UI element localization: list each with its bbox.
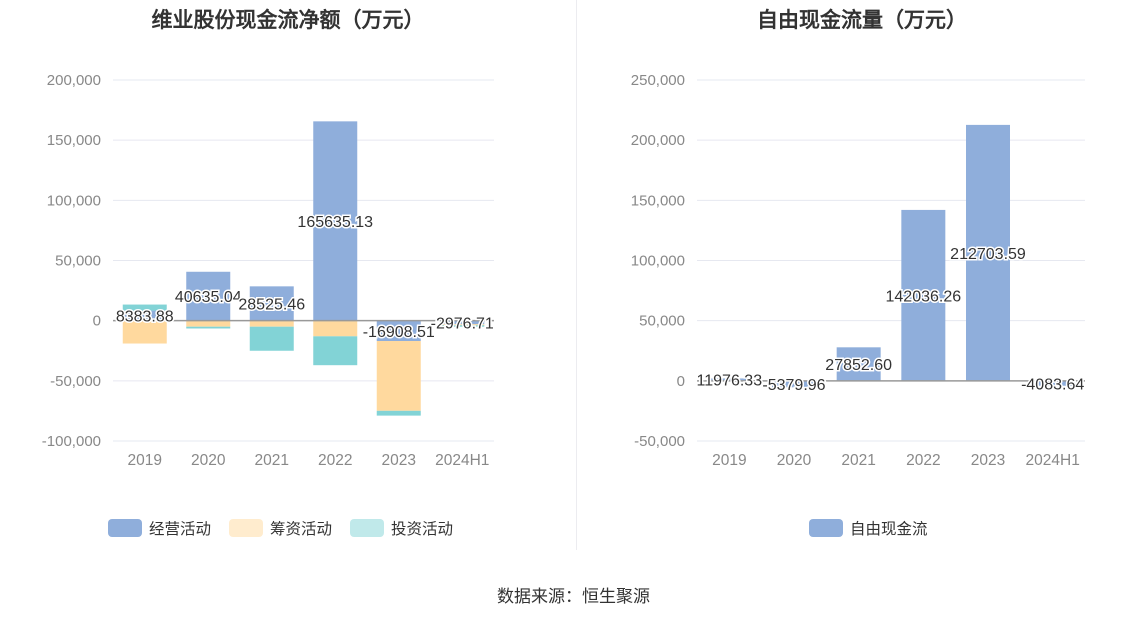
x-tick-label: 2023 <box>971 452 1005 469</box>
legend-label: 经营活动 <box>149 520 211 538</box>
y-tick-label: 150,000 <box>47 132 101 149</box>
x-tick-label: 2024H1 <box>435 452 489 469</box>
bar-筹资活动-2021 <box>249 320 294 327</box>
x-tick-label: 2022 <box>906 452 940 469</box>
bar-自由现金流-2021 <box>836 347 881 381</box>
y-tick-label: 50,000 <box>639 313 685 330</box>
y-tick-label: 200,000 <box>47 72 101 89</box>
x-tick-label: 2020 <box>191 452 226 469</box>
bar-经营活动-2020 <box>186 271 231 321</box>
y-tick-label: 100,000 <box>47 192 101 209</box>
data-label: 40635.04 <box>175 289 242 306</box>
bar-自由现金流-2020 <box>772 380 816 388</box>
legend-swatch <box>809 519 843 537</box>
bar-筹资活动-2022 <box>313 320 358 337</box>
cash-flow-panel: 维业股份现金流净额（万元） -100,000 -50,000 0 50,000 100,… <box>0 0 576 560</box>
y-tick-label: 100,000 <box>631 253 685 270</box>
bar-经营活动-2019 <box>122 310 167 321</box>
x-tick-label: 2021 <box>841 452 875 469</box>
bar-投资活动-2022 <box>313 336 358 366</box>
data-label: 11976.33 <box>697 373 763 390</box>
bar-自由现金流-2023 <box>966 124 1010 381</box>
data-source-note: 数据来源：恒生聚源 <box>497 587 650 606</box>
y-tick-label: -50,000 <box>634 433 685 450</box>
legend-swatch <box>108 519 142 537</box>
bar-投资活动-2023 <box>376 410 421 416</box>
x-tick-label: 2021 <box>255 452 289 469</box>
data-label: 28525.46 <box>238 297 305 314</box>
x-tick-label: 2023 <box>382 452 416 469</box>
bar-经营活动-2023 <box>376 320 421 342</box>
bar-自由现金流-2024H1 <box>1030 380 1075 386</box>
y-tick-label: 0 <box>677 373 685 390</box>
bar-筹资活动-2019 <box>122 320 167 344</box>
data-label: 165635.13 <box>297 214 373 231</box>
data-label: 8383.88 <box>116 309 174 326</box>
y-tick-label: 0 <box>93 313 101 330</box>
bar-经营活动-2021 <box>249 286 294 321</box>
x-tick-label: 2020 <box>777 452 812 469</box>
y-tick-label: 150,000 <box>631 192 685 209</box>
x-tick-label: 2024H1 <box>1026 452 1080 469</box>
bar-经营活动-2022 <box>313 121 358 321</box>
right-chart-title: 自由现金流量（万元） <box>757 9 967 32</box>
bar-筹资活动-2024H1 <box>440 324 485 326</box>
bar-投资活动-2020 <box>186 326 231 329</box>
y-tick-label: 50,000 <box>55 253 101 270</box>
free-cash-flow-panel: 自由现金流量（万元） -50,000 0 50,000 100,000 150,000 2… <box>577 0 1147 560</box>
panel-divider <box>576 0 577 550</box>
x-tick-label: 2022 <box>318 452 352 469</box>
data-label: -16908.51 <box>363 324 435 341</box>
data-label: 212703.59 <box>950 246 1026 263</box>
data-label: -4083.64 <box>1021 376 1084 393</box>
bar-自由现金流-2022 <box>901 209 946 381</box>
bar-投资活动-2021 <box>249 326 294 351</box>
legend-label: 投资活动 <box>391 520 453 538</box>
y-tick-label: 200,000 <box>631 132 685 149</box>
data-label: -5379.96 <box>762 377 825 394</box>
left-chart-title: 维业股份现金流净额（万元） <box>151 9 425 32</box>
bar-自由现金流-2019 <box>707 378 752 381</box>
data-label: 142036.26 <box>886 288 962 305</box>
legend-swatch <box>350 519 384 537</box>
bar-筹资活动-2023 <box>376 341 421 411</box>
legend-label: 筹资活动 <box>270 520 332 538</box>
data-label: -2976.71 <box>431 315 494 332</box>
bar-投资活动-2019 <box>122 304 167 311</box>
bar-投资活动-2024H1 <box>440 325 485 327</box>
bar-筹资活动-2020 <box>186 320 231 327</box>
y-tick-label: -50,000 <box>50 373 101 390</box>
free-cash-flow-chart: -50,000 0 50,000 100,000 150,000 200,000 250,0… <box>631 72 1086 538</box>
legend-swatch <box>229 519 263 537</box>
x-tick-label: 2019 <box>128 452 162 469</box>
y-tick-label: 250,000 <box>631 72 685 89</box>
bar-经营活动-2024H1 <box>440 320 485 325</box>
cash-flow-chart: -100,000 -50,000 0 50,000 100,000 150,000 200,… <box>42 72 496 538</box>
data-label: 27852.60 <box>825 357 892 374</box>
y-tick-label: -100,000 <box>42 433 101 450</box>
x-tick-label: 2019 <box>712 452 746 469</box>
legend-label: 自由现金流 <box>850 520 928 538</box>
